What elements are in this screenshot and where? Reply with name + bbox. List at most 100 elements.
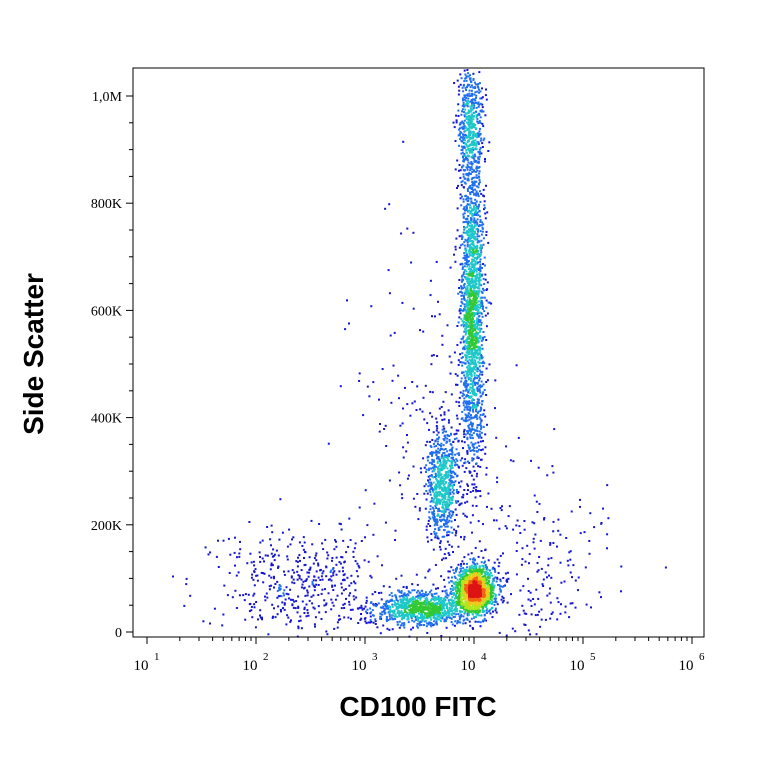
event-dot	[401, 622, 404, 625]
event-dot	[344, 328, 347, 331]
event-dot	[548, 574, 550, 577]
event-dot	[469, 367, 472, 370]
event-dot	[478, 153, 481, 155]
event-dot	[460, 126, 463, 129]
event-dot	[478, 337, 481, 340]
event-dot	[493, 592, 496, 595]
event-dot	[482, 336, 484, 339]
event-dot	[255, 601, 258, 603]
event-dot	[474, 294, 477, 297]
event-dot	[452, 587, 455, 590]
event-dot	[338, 561, 341, 564]
event-dot	[425, 471, 427, 473]
event-dot	[519, 589, 522, 592]
event-dot	[485, 381, 488, 383]
event-dot	[403, 606, 406, 609]
event-dot	[238, 555, 241, 558]
event-dot	[464, 139, 466, 142]
event-dot	[482, 609, 485, 612]
event-dot	[478, 278, 481, 281]
event-dot	[450, 514, 453, 517]
event-dot	[490, 599, 493, 602]
event-dot	[465, 322, 467, 325]
event-dot	[391, 379, 394, 382]
event-dot	[530, 459, 532, 462]
event-dot	[560, 603, 562, 606]
event-dot	[476, 412, 479, 414]
event-dot	[395, 607, 398, 610]
event-dot	[429, 474, 431, 477]
event-dot	[463, 80, 466, 83]
event-dot	[417, 603, 420, 606]
event-dot	[407, 613, 410, 616]
event-dot	[569, 550, 572, 553]
event-dot	[478, 373, 481, 376]
event-dot	[472, 558, 475, 561]
event-dot	[429, 616, 432, 619]
event-dot	[457, 85, 460, 88]
event-dot	[472, 130, 475, 133]
event-dot	[477, 441, 480, 444]
event-dot	[289, 543, 292, 546]
event-dot	[443, 614, 446, 617]
event-dot	[406, 477, 409, 480]
event-dot	[347, 545, 350, 548]
event-dot	[469, 173, 472, 175]
event-dot	[453, 351, 456, 354]
event-dot	[468, 330, 471, 333]
event-dot	[283, 589, 286, 592]
event-dot	[471, 208, 474, 211]
event-dot	[473, 291, 476, 294]
event-dot	[469, 437, 472, 440]
event-dot	[470, 611, 473, 614]
event-dot	[470, 125, 473, 128]
event-dot	[461, 364, 464, 367]
event-dot	[449, 491, 452, 494]
event-dot	[498, 593, 501, 596]
event-dot	[455, 400, 458, 403]
event-dot	[259, 609, 262, 612]
event-dot	[494, 597, 497, 600]
event-dot	[468, 119, 471, 122]
event-dot	[461, 610, 464, 613]
event-dot	[468, 250, 471, 252]
event-dot	[482, 413, 485, 415]
event-dot	[472, 255, 474, 258]
event-dot	[468, 92, 471, 95]
event-dot	[435, 522, 438, 524]
event-dot	[374, 603, 377, 605]
event-dot	[292, 536, 295, 539]
event-dot	[437, 431, 440, 434]
event-dot	[473, 226, 476, 229]
event-dot	[486, 505, 488, 508]
event-dot	[415, 602, 418, 605]
event-dot	[331, 584, 334, 587]
event-dot	[465, 385, 468, 388]
event-dot	[436, 443, 439, 445]
event-dot	[469, 429, 472, 432]
event-dot	[315, 552, 318, 555]
event-dot	[466, 431, 469, 434]
event-dot	[460, 377, 463, 380]
event-dot	[435, 617, 438, 620]
event-dot	[499, 580, 502, 583]
event-dot	[438, 470, 441, 473]
event-dot	[472, 209, 475, 212]
event-dot	[470, 567, 473, 570]
event-dot	[458, 454, 461, 457]
event-dot	[297, 595, 300, 598]
event-dot	[461, 243, 464, 246]
event-dot	[473, 299, 476, 302]
event-dot	[479, 220, 482, 223]
event-dot	[501, 585, 504, 588]
event-dot	[433, 599, 436, 602]
event-dot	[496, 481, 499, 484]
event-dot	[478, 348, 481, 351]
event-dot	[430, 467, 433, 470]
event-dot	[430, 599, 433, 602]
event-dot	[475, 96, 477, 99]
event-dot	[472, 267, 475, 270]
event-dot	[489, 600, 491, 603]
event-dot	[476, 401, 479, 404]
event-dot	[297, 574, 300, 577]
